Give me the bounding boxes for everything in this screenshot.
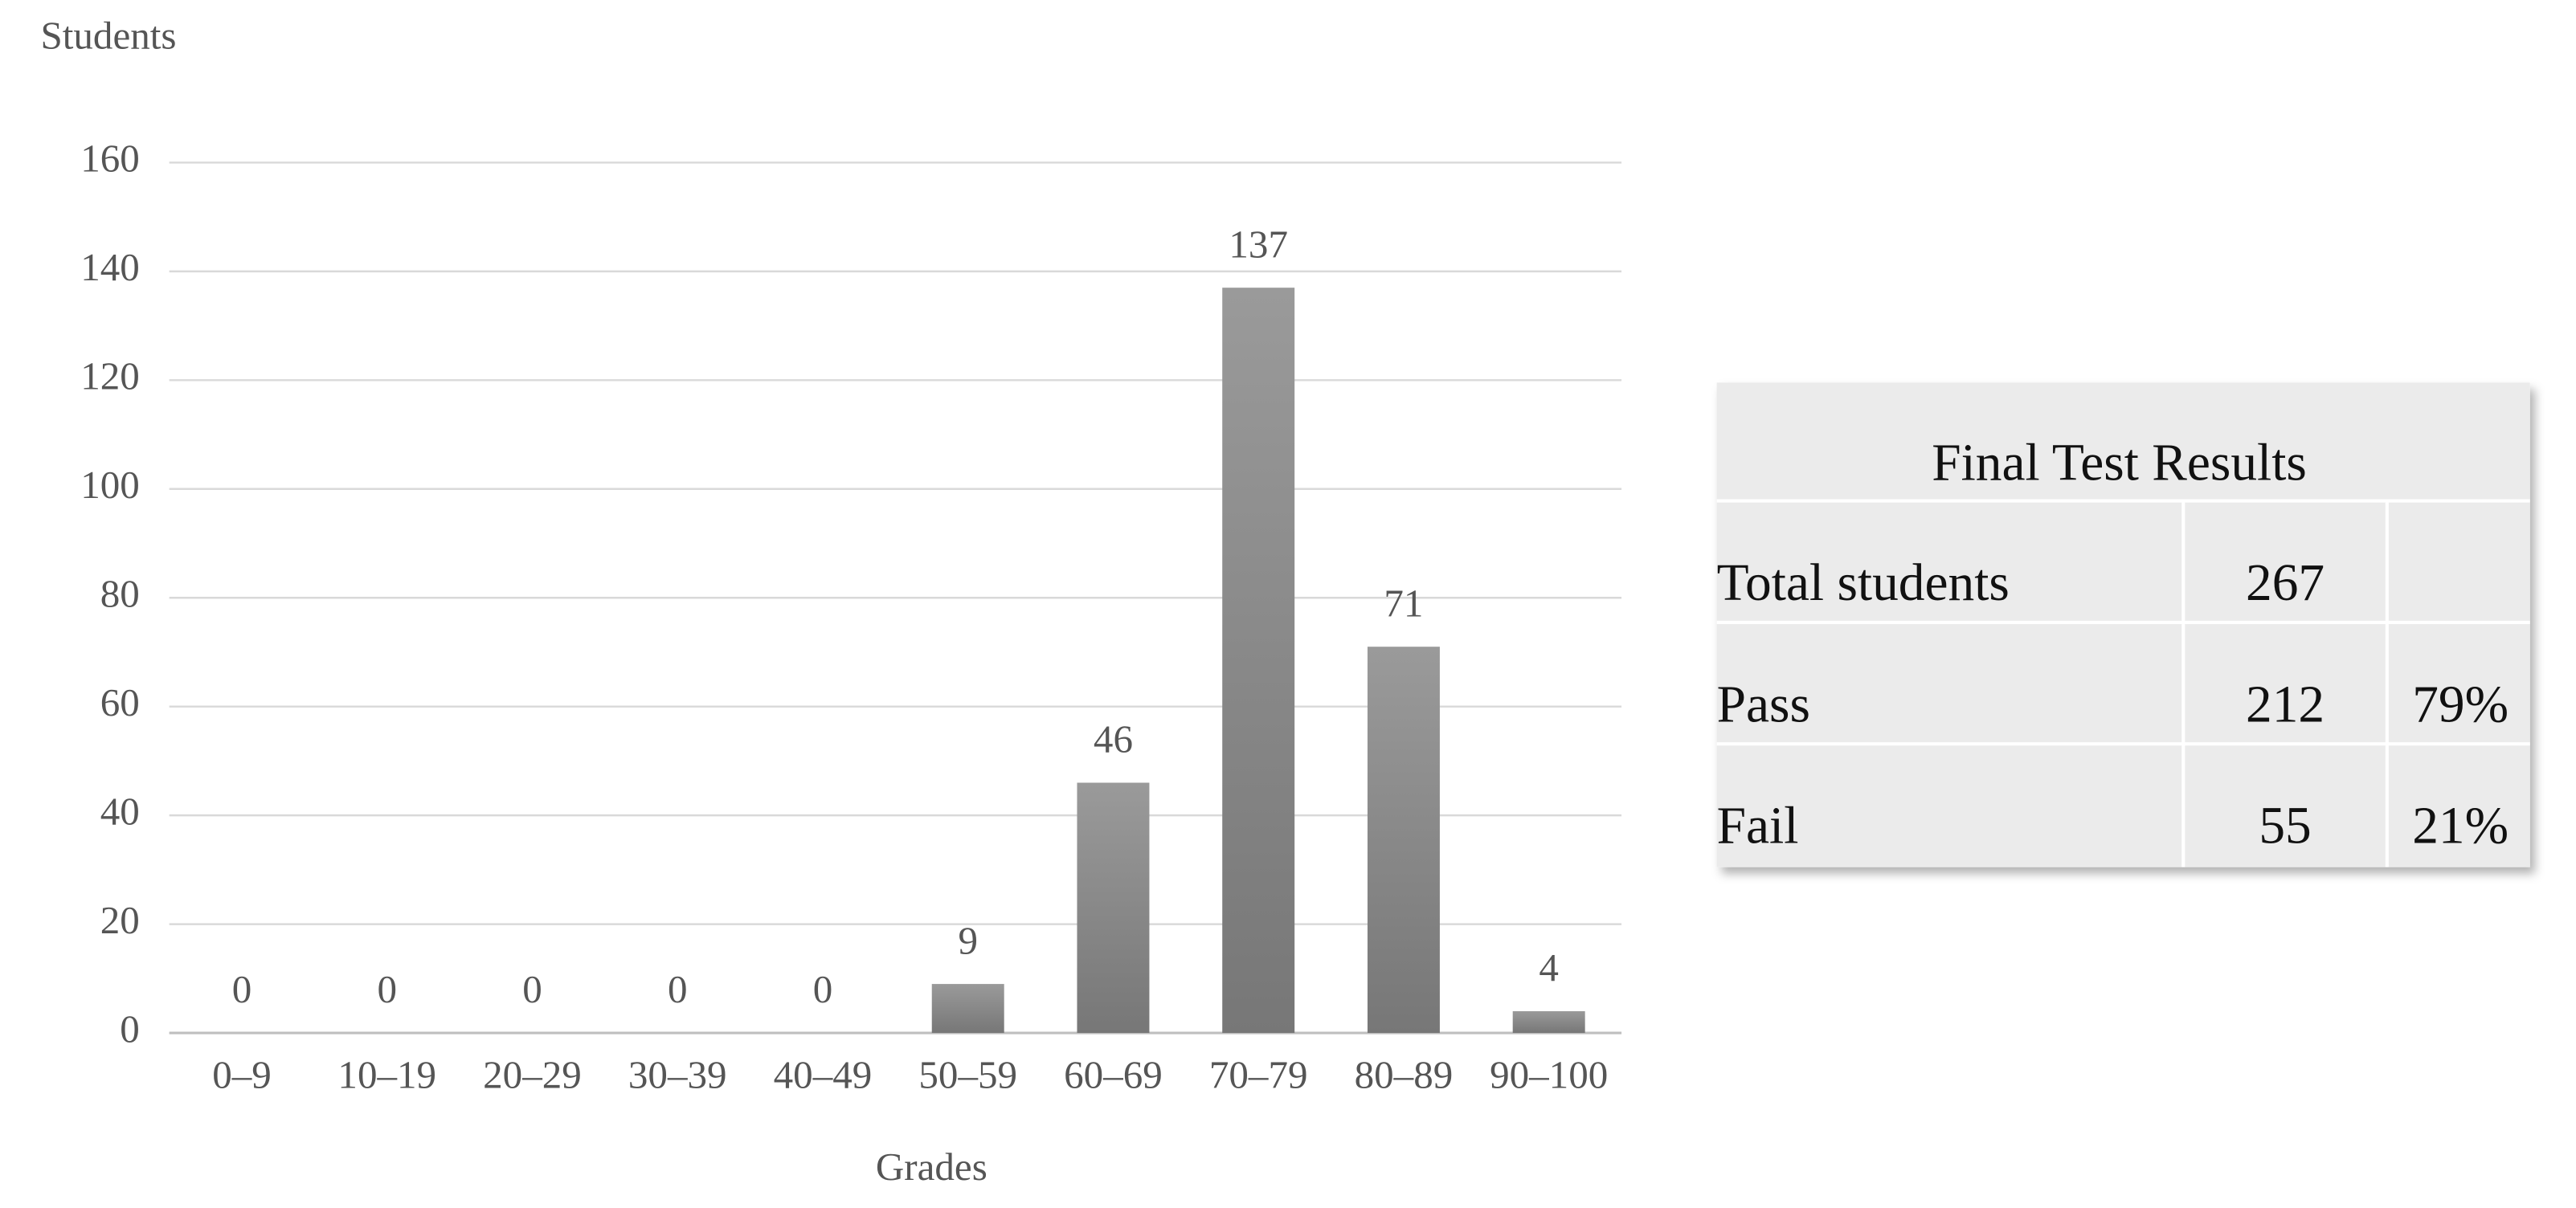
y-tick-label: 160 (80, 137, 140, 181)
table-background (1716, 382, 2530, 867)
y-tick-label: 60 (100, 680, 140, 724)
table-lines (1716, 499, 2530, 867)
bar (931, 984, 1004, 1034)
bar (1367, 647, 1440, 1034)
bar (1512, 1010, 1585, 1034)
x-tick-label: 30–39 (628, 1053, 727, 1097)
data-label: 0 (522, 967, 542, 1011)
y-tick-label: 0 (120, 1006, 140, 1051)
data-label: 71 (1384, 581, 1423, 625)
row-label: Total students (1717, 554, 2010, 612)
x-tick-label: 0–9 (212, 1053, 272, 1097)
y-axis-title: Students (40, 13, 176, 57)
table-title: Final Test Results (1932, 435, 2307, 492)
data-label: 9 (958, 918, 978, 962)
x-tick-label: 60–69 (1064, 1053, 1163, 1097)
cell-value: 79% (2412, 675, 2509, 733)
x-tick-label: 10–19 (337, 1053, 436, 1097)
x-tick-label: 80–89 (1355, 1053, 1454, 1097)
y-tick-label: 80 (100, 571, 140, 615)
data-label: 0 (232, 967, 252, 1011)
cell-value: 267 (2246, 554, 2325, 612)
results-table: Final Test Results (1716, 382, 2530, 867)
x-tick-label: 40–49 (774, 1053, 873, 1097)
data-label: 4 (1539, 945, 1559, 990)
bar (1222, 288, 1295, 1034)
data-label: 46 (1094, 717, 1133, 761)
y-tick-label: 100 (80, 463, 140, 507)
y-tick-label: 120 (80, 354, 140, 398)
x-tick-label: 70–79 (1209, 1053, 1308, 1097)
x-tick-label: 90–100 (1490, 1053, 1608, 1097)
row-label: Fail (1717, 798, 1799, 855)
plot: 0204060801001201401600–9010–19020–29030–… (80, 137, 1622, 1097)
x-tick-label: 50–59 (918, 1053, 1017, 1097)
cell-value: 212 (2246, 675, 2325, 733)
data-label: 0 (813, 967, 833, 1011)
data-label: 137 (1229, 222, 1288, 266)
cell-value: 55 (2259, 798, 2311, 855)
y-tick-label: 140 (80, 245, 140, 289)
bar (1077, 782, 1150, 1034)
y-tick-label: 20 (100, 898, 140, 942)
y-tick-label: 40 (100, 789, 140, 833)
row-label: Pass (1717, 675, 1810, 733)
cell-value: 21% (2412, 798, 2509, 855)
x-tick-label: 20–29 (483, 1053, 582, 1097)
data-label: 0 (377, 967, 397, 1011)
x-axis-title: Grades (876, 1145, 987, 1189)
data-label: 0 (668, 967, 688, 1011)
